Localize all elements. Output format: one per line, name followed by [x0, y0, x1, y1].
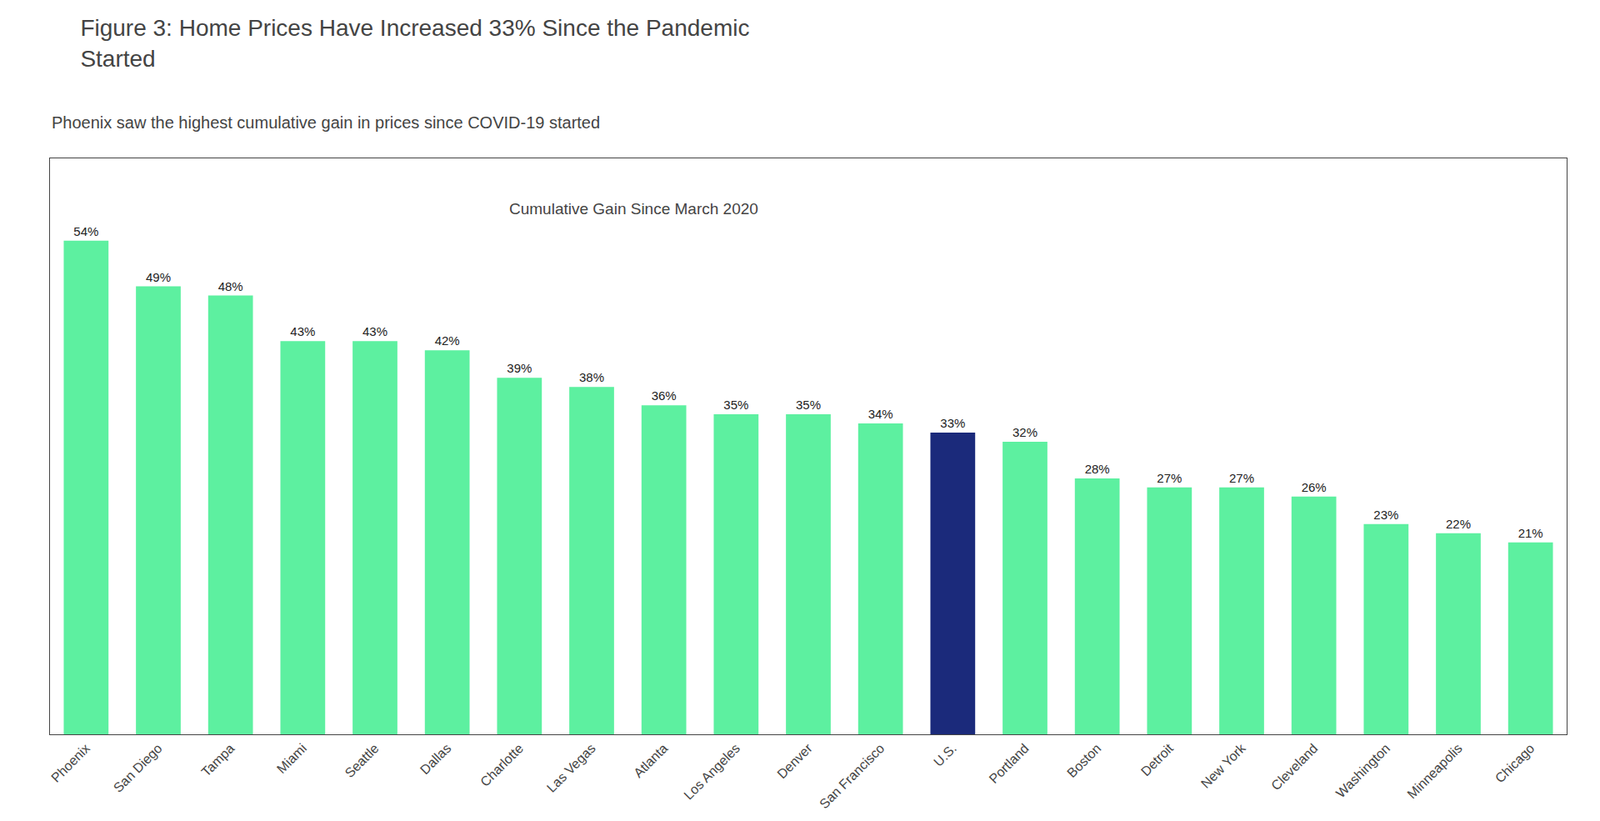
svg-text:Miami: Miami — [274, 740, 310, 776]
svg-text:34%: 34% — [868, 406, 894, 421]
svg-text:New York: New York — [1198, 740, 1250, 791]
svg-text:49%: 49% — [145, 270, 171, 285]
svg-text:27%: 27% — [1229, 470, 1255, 485]
svg-text:43%: 43% — [290, 324, 315, 339]
svg-text:35%: 35% — [795, 397, 821, 412]
svg-text:Minneapolis: Minneapolis — [1404, 740, 1465, 801]
svg-text:Charlotte: Charlotte — [477, 740, 526, 790]
svg-text:Figure 3: Home Prices Have Inc: Figure 3: Home Prices Have Increased 33%… — [80, 15, 750, 71]
svg-text:22%: 22% — [1445, 516, 1471, 531]
svg-text:Seattle: Seattle — [342, 740, 382, 780]
svg-text:Boston: Boston — [1064, 740, 1104, 780]
svg-text:Chicago: Chicago — [1492, 740, 1538, 786]
svg-text:38%: 38% — [579, 370, 605, 385]
svg-text:28%: 28% — [1085, 461, 1110, 476]
svg-text:48%: 48% — [218, 279, 244, 294]
svg-text:Cleveland: Cleveland — [1268, 740, 1320, 793]
svg-text:Cumulative Gain Since March 20: Cumulative Gain Since March 2020 — [509, 200, 759, 218]
svg-text:San Diego: San Diego — [110, 740, 165, 795]
svg-text:Atlanta: Atlanta — [630, 740, 670, 780]
svg-text:33%: 33% — [940, 415, 965, 430]
svg-text:Denver: Denver — [774, 740, 815, 781]
svg-text:U.S.: U.S. — [930, 740, 960, 770]
svg-text:42%: 42% — [435, 333, 460, 348]
svg-text:Phoenix: Phoenix — [48, 740, 93, 785]
svg-text:Tampa: Tampa — [198, 740, 237, 780]
svg-text:27%: 27% — [1156, 470, 1182, 485]
svg-text:Las Vegas: Las Vegas — [544, 740, 599, 795]
svg-text:23%: 23% — [1373, 507, 1399, 522]
svg-text:Detroit: Detroit — [1138, 740, 1177, 780]
svg-text:Los Angeles: Los Angeles — [680, 740, 743, 803]
svg-text:Phoenix saw the highest cumula: Phoenix saw the highest cumulative gain … — [51, 113, 600, 132]
svg-text:36%: 36% — [651, 388, 677, 403]
svg-text:26%: 26% — [1301, 480, 1327, 495]
svg-text:Dallas: Dallas — [417, 740, 454, 777]
svg-text:39%: 39% — [506, 360, 532, 375]
svg-text:Portland: Portland — [986, 740, 1032, 786]
svg-text:Washington: Washington — [1333, 740, 1393, 800]
svg-text:35%: 35% — [723, 397, 749, 412]
svg-text:San Francisco: San Francisco — [816, 740, 887, 811]
svg-text:43%: 43% — [362, 324, 388, 339]
svg-text:54%: 54% — [73, 224, 99, 239]
svg-text:21%: 21% — [1518, 525, 1544, 540]
svg-text:32%: 32% — [1012, 425, 1038, 440]
